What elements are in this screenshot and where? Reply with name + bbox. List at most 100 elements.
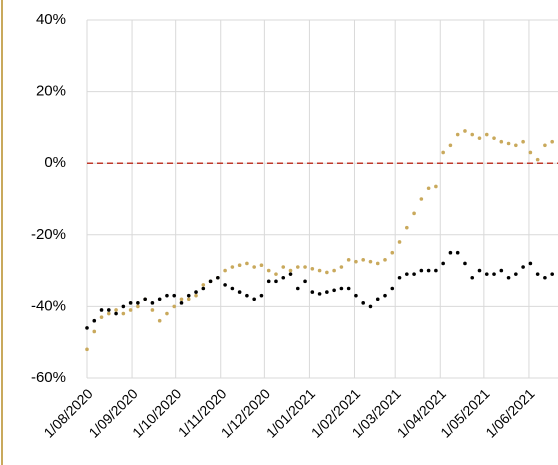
y-tick-label: 20% [36, 83, 66, 100]
data-point [361, 301, 366, 305]
data-point [114, 308, 118, 312]
data-point [288, 268, 293, 273]
data-point [506, 275, 511, 280]
data-point [128, 301, 133, 305]
data-point [354, 259, 358, 264]
y-tick-label: 40% [36, 11, 66, 28]
data-point [186, 293, 191, 298]
data-point [194, 290, 198, 294]
data-point [390, 250, 395, 255]
y-tick-label: -40% [31, 297, 66, 314]
data-point [172, 304, 177, 309]
data-point [470, 132, 475, 137]
y-tick-label: -20% [31, 226, 66, 243]
data-point [375, 297, 380, 302]
data-point [397, 240, 402, 244]
data-point [397, 275, 402, 280]
data-point [434, 184, 438, 189]
data-point [499, 268, 504, 273]
data-point [390, 286, 395, 291]
data-point [201, 283, 206, 287]
data-point [150, 301, 155, 305]
data-point [463, 261, 467, 266]
data-point [201, 286, 206, 291]
data-point [484, 132, 489, 137]
data-point [114, 311, 118, 316]
data-point [310, 290, 315, 294]
data-point [332, 288, 336, 293]
data-point [274, 279, 278, 284]
data-point [208, 279, 213, 284]
data-point [441, 261, 445, 266]
data-point [179, 297, 184, 302]
data-point [295, 286, 300, 291]
y-tick-label: -60% [31, 369, 66, 386]
data-point [92, 329, 97, 334]
data-point [303, 279, 307, 284]
data-point [310, 267, 315, 271]
data-point [317, 268, 322, 273]
data-point [419, 268, 424, 273]
data-point [492, 272, 496, 276]
data-point [165, 293, 169, 298]
x-tick-label: 1/06/2021 [482, 385, 538, 441]
data-point [252, 297, 256, 302]
data-point [245, 261, 249, 266]
data-point [157, 297, 162, 302]
data-point [223, 283, 227, 287]
data-point [484, 272, 489, 276]
data-point [99, 308, 104, 312]
data-point [543, 143, 547, 148]
data-point [354, 293, 358, 298]
data-point [107, 308, 111, 312]
data-point [252, 265, 256, 269]
data-point [150, 308, 155, 312]
data-point [143, 297, 147, 302]
data-point [434, 268, 438, 273]
data-point [172, 293, 177, 298]
data-point [121, 311, 126, 316]
data-point [99, 315, 104, 319]
data-point [346, 258, 351, 262]
data-point [85, 326, 89, 330]
data-point [383, 258, 387, 262]
data-point [245, 293, 249, 298]
data-point [230, 265, 235, 269]
data-point [157, 318, 162, 323]
data-point [521, 139, 525, 144]
data-point [375, 261, 380, 266]
data-point [303, 265, 307, 269]
data-point [230, 286, 235, 291]
data-point [535, 272, 540, 276]
data-point [165, 311, 169, 316]
data-point [281, 275, 286, 280]
data-point [426, 186, 431, 191]
data-point [194, 293, 198, 298]
data-point [383, 293, 387, 298]
data-point [295, 265, 300, 269]
data-point [528, 150, 533, 155]
data-point [266, 268, 271, 273]
data-point [492, 136, 496, 140]
data-point [179, 301, 184, 305]
data-point [92, 318, 97, 323]
data-point [281, 265, 286, 269]
data-point [412, 211, 416, 216]
data-point [405, 225, 409, 230]
data-point [448, 250, 453, 255]
data-point [412, 272, 416, 276]
y-tick-label: 0% [44, 154, 66, 171]
data-point [237, 263, 242, 268]
data-point [128, 308, 133, 312]
data-point [216, 275, 220, 280]
data-point [521, 265, 525, 269]
data-point [186, 297, 191, 302]
data-point [477, 136, 482, 140]
data-point [361, 258, 366, 262]
data-point [325, 290, 329, 294]
data-point [368, 304, 373, 309]
data-point [136, 304, 140, 309]
data-point [339, 265, 344, 269]
data-point [550, 272, 554, 276]
